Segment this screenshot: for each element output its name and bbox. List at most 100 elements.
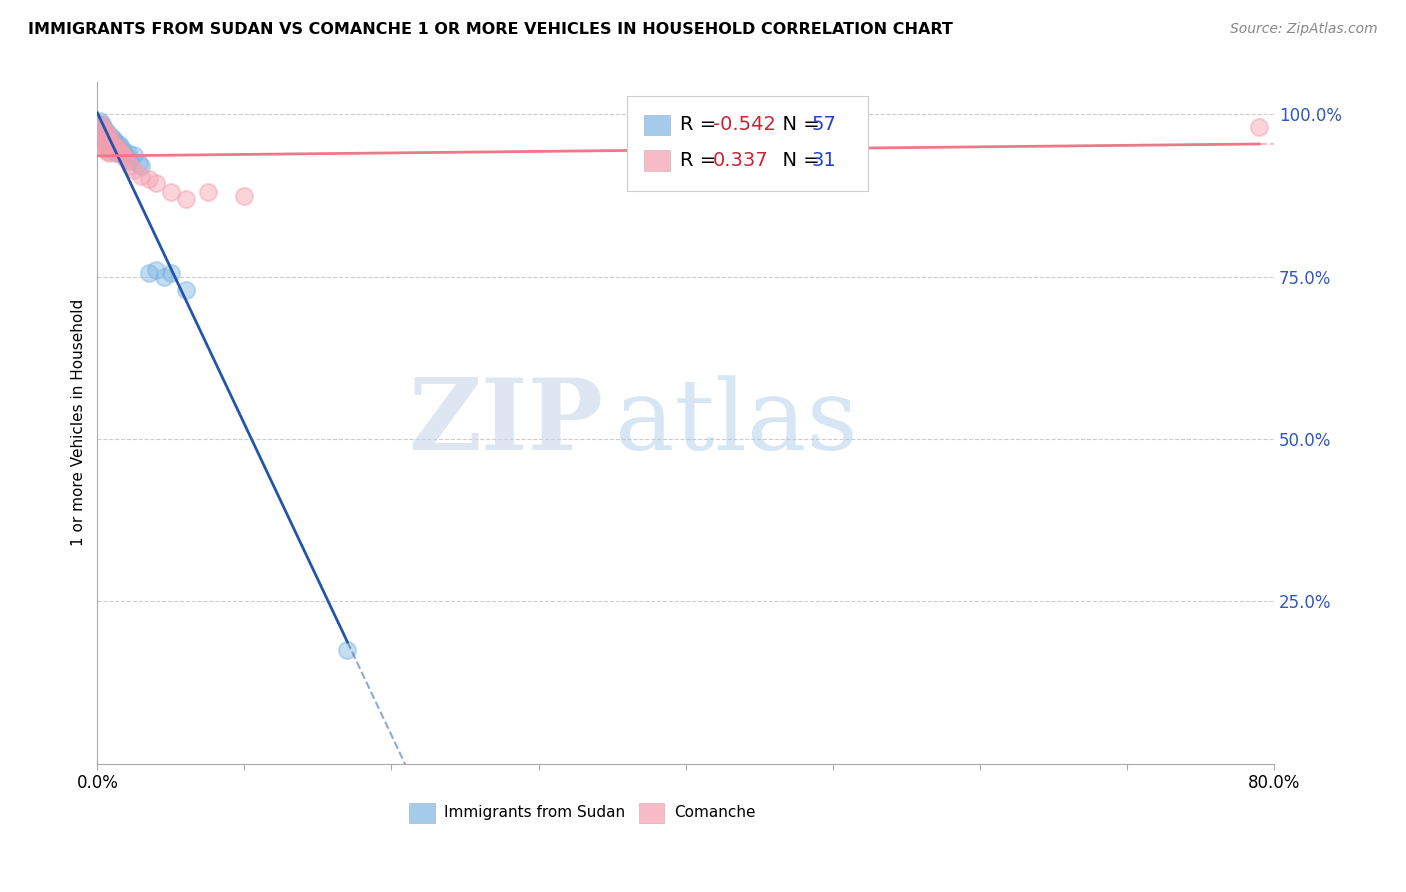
Text: Source: ZipAtlas.com: Source: ZipAtlas.com [1230, 22, 1378, 37]
Point [91, 130, 114, 145]
Point [90, 123, 112, 137]
Point [233, 188, 256, 202]
Point [131, 159, 153, 173]
Point [96, 136, 118, 151]
Point [98, 133, 121, 147]
Point [105, 146, 128, 161]
Point [118, 154, 141, 169]
Point [97, 127, 120, 141]
Point [131, 169, 153, 183]
Point [96, 130, 118, 145]
Point [101, 136, 124, 151]
Point [97, 135, 120, 149]
Point [98, 146, 121, 161]
Point [93, 130, 115, 145]
Point [160, 267, 183, 281]
Point [93, 123, 115, 137]
Point [103, 140, 125, 154]
Point [174, 283, 197, 297]
Point [152, 269, 174, 284]
Point [91, 120, 114, 135]
Point [100, 135, 122, 149]
Point [117, 146, 139, 161]
Text: atlas: atlas [614, 375, 858, 471]
Point [122, 162, 145, 177]
Point [90, 117, 112, 131]
Point [90, 133, 112, 147]
Point [145, 176, 167, 190]
Point [101, 131, 124, 145]
Point [174, 192, 197, 206]
Point [1249, 120, 1271, 135]
Point [101, 143, 124, 157]
Point [112, 145, 135, 159]
Text: R =: R = [679, 151, 728, 169]
Y-axis label: 1 or more Vehicles in Household: 1 or more Vehicles in Household [72, 299, 86, 547]
Text: N =: N = [770, 151, 827, 169]
FancyBboxPatch shape [644, 115, 671, 135]
Point [115, 150, 138, 164]
FancyBboxPatch shape [627, 95, 868, 191]
Point [93, 140, 115, 154]
FancyBboxPatch shape [409, 803, 434, 823]
Point [107, 141, 129, 155]
Point [91, 136, 114, 151]
Point [110, 140, 132, 154]
Text: Immigrants from Sudan: Immigrants from Sudan [444, 805, 626, 821]
Point [89, 113, 111, 128]
Point [93, 123, 115, 137]
Point [96, 127, 118, 141]
Point [89, 120, 111, 135]
Point [104, 141, 127, 155]
Point [100, 141, 122, 155]
Point [91, 123, 114, 137]
Point [97, 140, 120, 154]
Point [160, 186, 183, 200]
Point [122, 147, 145, 161]
Point [96, 133, 118, 147]
Text: 31: 31 [811, 151, 837, 169]
Text: IMMIGRANTS FROM SUDAN VS COMANCHE 1 OR MORE VEHICLES IN HOUSEHOLD CORRELATION CH: IMMIGRANTS FROM SUDAN VS COMANCHE 1 OR M… [28, 22, 953, 37]
FancyBboxPatch shape [644, 150, 671, 170]
Point [103, 140, 125, 154]
Point [98, 133, 121, 147]
Point [115, 153, 138, 167]
Point [138, 172, 160, 186]
Point [107, 141, 129, 155]
Point [96, 123, 118, 137]
Point [336, 643, 359, 657]
Point [108, 145, 131, 159]
Text: -0.542: -0.542 [713, 115, 776, 135]
Point [111, 143, 134, 157]
Point [110, 145, 132, 159]
Point [112, 150, 135, 164]
Point [100, 136, 122, 151]
Point [104, 135, 127, 149]
Point [98, 136, 121, 151]
Point [100, 130, 122, 145]
Point [87, 117, 110, 131]
Point [96, 130, 118, 145]
Point [97, 130, 120, 145]
Point [96, 143, 118, 157]
Text: N =: N = [770, 115, 827, 135]
Text: Comanche: Comanche [673, 805, 755, 821]
Point [108, 146, 131, 161]
Point [93, 133, 115, 147]
Point [93, 127, 115, 141]
Point [197, 186, 219, 200]
Point [98, 128, 121, 143]
Point [98, 141, 121, 155]
Point [90, 130, 112, 145]
Point [89, 117, 111, 131]
Point [97, 128, 120, 143]
Text: R =: R = [679, 115, 723, 135]
Point [118, 159, 141, 173]
FancyBboxPatch shape [638, 803, 665, 823]
Point [97, 145, 120, 159]
Point [101, 135, 124, 149]
Text: 57: 57 [811, 115, 837, 135]
Point [105, 136, 128, 151]
Point [104, 143, 127, 157]
Point [90, 120, 112, 135]
